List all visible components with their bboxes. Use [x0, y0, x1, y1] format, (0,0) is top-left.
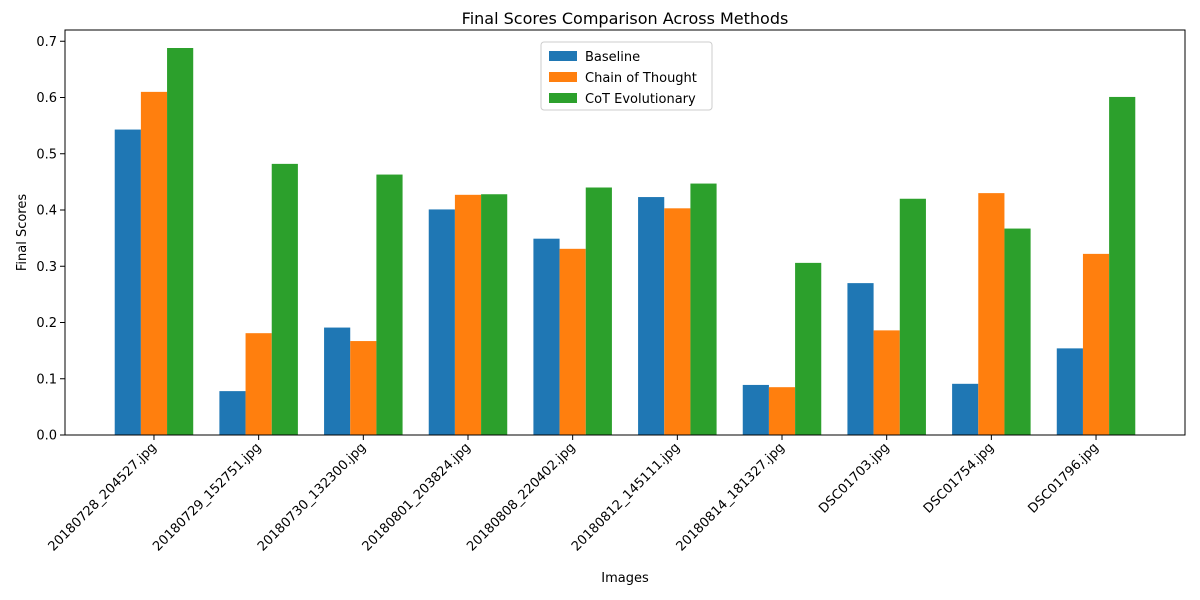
y-axis-title: Final Scores: [15, 194, 30, 272]
legend-box: [540, 41, 713, 111]
x-axis-title: Images: [601, 571, 649, 586]
bar-baseline-2: [324, 327, 351, 435]
bar-baseline-8: [952, 383, 979, 435]
bar-cot-evolutionary-2: [376, 174, 403, 435]
bar-baseline-3: [428, 209, 455, 435]
bar-cot-evolutionary-1: [271, 163, 298, 435]
bar-baseline-7: [847, 283, 874, 435]
bar-chain-of-thought-8: [978, 193, 1005, 435]
x-tick-label: 20180728_204527.jpg: [46, 440, 160, 554]
y-axis: 0.0 0.1 0.2 0.3 0.4 0.5 0.6 0.7: [36, 35, 65, 444]
y-tick-label: 0.5: [36, 147, 57, 162]
bar-cot-evolutionary-0: [167, 48, 194, 435]
legend-swatch: [549, 51, 577, 61]
y-tick-label: 0.3: [36, 260, 57, 275]
bar-chain-of-thought-5: [664, 208, 691, 435]
y-tick-label: 0.6: [36, 91, 57, 106]
legend-label: Baseline: [585, 50, 640, 65]
x-tick-label: 20180812_145111.jpg: [569, 440, 683, 554]
x-tick-label: 20180801_203824.jpg: [360, 440, 474, 554]
bar-baseline-4: [533, 238, 560, 435]
x-axis: 20180728_204527.jpg20180729_152751.jpg20…: [46, 435, 1102, 554]
bar-cot-evolutionary-7: [899, 198, 926, 435]
bar-baseline-9: [1056, 348, 1083, 435]
legend: Baseline Chain of Thought CoT Evolutionary: [540, 41, 713, 111]
bar-cot-evolutionary-9: [1109, 96, 1136, 435]
x-tick-label: 20180808_220402.jpg: [464, 440, 578, 554]
bar-cot-evolutionary-4: [585, 187, 612, 435]
bar-cot-evolutionary-8: [1004, 228, 1031, 435]
y-tick-label: 0.7: [36, 35, 57, 50]
x-tick-label: DSC01754.jpg: [921, 440, 997, 516]
bar-baseline-0: [114, 129, 141, 435]
legend-swatch: [549, 72, 577, 82]
x-tick-label: 20180730_132300.jpg: [255, 440, 369, 554]
chart-title: Final Scores Comparison Across Methods: [462, 9, 789, 28]
legend-label: Chain of Thought: [585, 71, 697, 86]
x-tick-label: 20180729_152751.jpg: [150, 440, 264, 554]
bar-chain-of-thought-7: [873, 330, 900, 435]
y-tick-label: 0.1: [36, 372, 57, 387]
y-tick-label: 0.4: [36, 204, 57, 219]
bar-chain-of-thought-1: [245, 333, 272, 435]
legend-swatch: [549, 93, 577, 103]
x-tick-label: DSC01703.jpg: [816, 440, 892, 516]
y-tick-label: 0.2: [36, 316, 57, 331]
bar-cot-evolutionary-5: [690, 183, 717, 435]
bar-chain-of-thought-4: [559, 248, 586, 435]
bar-cot-evolutionary-6: [795, 262, 822, 435]
bar-chain-of-thought-9: [1082, 253, 1110, 435]
x-tick-label: DSC01796.jpg: [1026, 440, 1102, 516]
bar-cot-evolutionary-3: [481, 194, 508, 435]
legend-label: CoT Evolutionary: [585, 92, 696, 107]
bar-baseline-5: [638, 197, 665, 435]
bar-chain-of-thought-2: [350, 341, 377, 435]
bar-baseline-1: [219, 391, 246, 435]
bar-chain-of-thought-3: [454, 194, 482, 435]
bar-chain-of-thought-6: [768, 387, 796, 435]
bars-group: [114, 48, 1136, 435]
bar-chain-of-thought-0: [140, 91, 168, 435]
plot-frame: [64, 29, 1186, 436]
y-tick-label: 0.0: [36, 429, 57, 444]
bar-baseline-6: [742, 384, 769, 435]
x-tick-label: 20180814_181327.jpg: [674, 440, 788, 554]
